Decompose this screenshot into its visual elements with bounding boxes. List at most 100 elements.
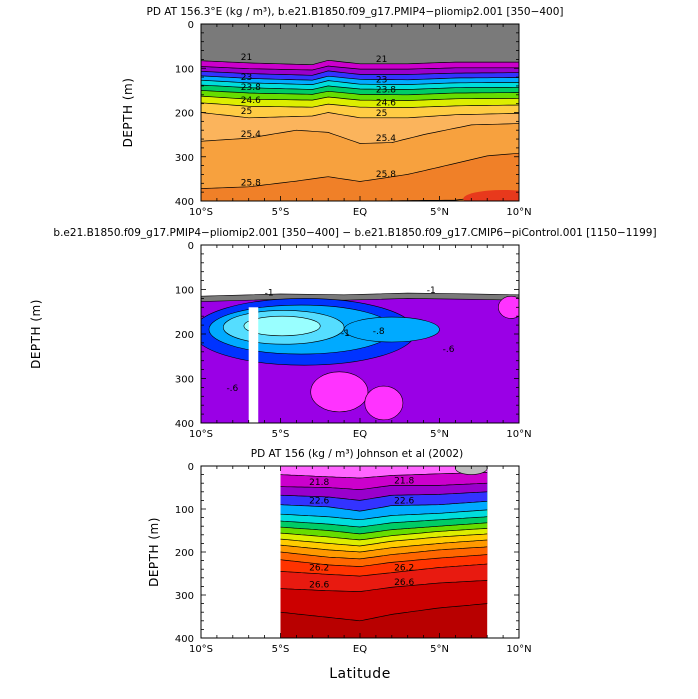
contour-label: -.6 bbox=[443, 345, 455, 355]
contour-line-22.2 bbox=[280, 491, 488, 501]
y-axis-label: DEPTH (m) bbox=[29, 299, 43, 369]
contour-label: 21.8 bbox=[394, 476, 414, 486]
chart-title: PD AT 156.3°E (kg / m³), b.e21.B1850.f09… bbox=[146, 6, 563, 18]
contour-label: 25.8 bbox=[376, 170, 396, 180]
positive-anomaly-patch bbox=[498, 295, 519, 319]
contour-max-patch bbox=[463, 189, 519, 201]
contour-label: 23.8 bbox=[376, 86, 396, 96]
x-tick-label: 5°S bbox=[272, 644, 290, 655]
contour-label: 21 bbox=[241, 53, 252, 63]
y-tick-label: 100 bbox=[175, 286, 194, 297]
chart-title: b.e21.B1850.f09_g17.PMIP4−pliomip2.001 [… bbox=[53, 227, 656, 239]
contour-line-22.2 bbox=[201, 70, 519, 76]
y-tick-label: 0 bbox=[188, 241, 194, 252]
x-tick-label: 5°S bbox=[272, 429, 290, 440]
contour-label: -1 bbox=[265, 289, 274, 299]
chart-panel-2: -1 -1 -1 -.8 -.6 -.6 10°S 5°S EQ 5°N 10°N 0 100 200 30… bbox=[29, 227, 657, 440]
x-axis-label: Latitude bbox=[329, 666, 391, 682]
x-tick-label: EQ bbox=[353, 207, 367, 218]
positive-anomaly-patch bbox=[364, 385, 404, 421]
y-tick-label: 300 bbox=[175, 153, 194, 164]
contour-line-24.2 bbox=[201, 95, 519, 101]
y-tick-label: 200 bbox=[175, 330, 194, 341]
y-axis-label: DEPTH (m) bbox=[121, 78, 135, 148]
surface-white bbox=[201, 245, 519, 297]
contour-line-25 bbox=[280, 539, 488, 553]
plot-area: -1 -1 -1 -.8 -.6 -.6 bbox=[201, 245, 519, 423]
x-tick-label: 10°S bbox=[189, 644, 213, 655]
y-tick-label: 200 bbox=[175, 548, 194, 559]
contour-label: 25 bbox=[376, 109, 387, 119]
contour-line-22.6 bbox=[280, 500, 488, 512]
contour-line-25.4 bbox=[201, 123, 519, 144]
contour-label: 26.2 bbox=[309, 564, 329, 574]
contour-label: -1 bbox=[427, 286, 436, 296]
x-tick-label: 10°N bbox=[506, 644, 531, 655]
y-tick-label: 300 bbox=[175, 375, 194, 386]
y-tick-label: 0 bbox=[188, 462, 194, 473]
contour-label: 22.6 bbox=[394, 497, 414, 507]
contour-line-25.4 bbox=[280, 546, 488, 560]
x-tick-label: 10°S bbox=[189, 429, 213, 440]
positive-anomaly-patch bbox=[310, 371, 369, 413]
contour-line-24.6 bbox=[201, 102, 519, 108]
x-tick-label: 5°N bbox=[430, 644, 449, 655]
contour-line-23.8 bbox=[280, 522, 488, 535]
contour-line-23.4 bbox=[201, 84, 519, 90]
contour-line-24.2 bbox=[280, 528, 488, 541]
y-tick-label: 400 bbox=[175, 634, 194, 645]
contour-line-25.8 bbox=[201, 152, 519, 189]
contour-line-21.8 bbox=[201, 65, 519, 71]
x-tick-label: 10°N bbox=[506, 207, 531, 218]
contour-line-21.8 bbox=[280, 482, 488, 490]
contour-label: 26.6 bbox=[309, 580, 329, 590]
chart-title: PD AT 156 (kg / m³) Johnson et al (2002) bbox=[251, 448, 463, 460]
x-tick-label: 5°N bbox=[430, 429, 449, 440]
contour-fill-21 bbox=[201, 24, 519, 65]
contour-line-27 bbox=[280, 603, 488, 622]
contour-label: 22.6 bbox=[309, 497, 329, 507]
contour-line-21 bbox=[201, 59, 519, 66]
contour-fill-21.4 bbox=[280, 466, 488, 478]
contour-line-26.2 bbox=[280, 563, 488, 577]
x-tick-label: 5°N bbox=[430, 207, 449, 218]
x-tick-label: 5°S bbox=[272, 207, 290, 218]
contour-line-23.4 bbox=[280, 516, 488, 528]
contour-line-23 bbox=[201, 79, 519, 85]
contour-label: -.6 bbox=[226, 384, 238, 394]
y-tick-label: 400 bbox=[175, 419, 194, 430]
contour-label: 25.8 bbox=[241, 178, 261, 188]
x-tick-label: EQ bbox=[353, 644, 367, 655]
contour-label: 25.4 bbox=[241, 130, 261, 140]
contour-line-24.6 bbox=[280, 533, 488, 547]
x-tick-label: EQ bbox=[353, 429, 367, 440]
masked-column bbox=[248, 307, 259, 423]
y-tick-label: 300 bbox=[175, 591, 194, 602]
chart-panel-3: 21.8 21.8 22.6 22.6 26.2 26.2 26.6 26.6 10°S 5°S E… bbox=[147, 448, 532, 682]
contour-label: 23 bbox=[376, 75, 387, 85]
contour-label: 24.6 bbox=[241, 96, 261, 106]
contour-label: -.8 bbox=[373, 327, 385, 337]
contour-label: -1 bbox=[341, 329, 350, 339]
anomaly-contour--1.2 bbox=[243, 315, 321, 337]
y-tick-label: 100 bbox=[175, 505, 194, 516]
anomaly-contour-secondary bbox=[343, 316, 440, 343]
contour-line-21.4 bbox=[280, 472, 488, 479]
contour-line-26.6 bbox=[280, 580, 488, 592]
contour-label: 26.6 bbox=[394, 578, 414, 588]
y-tick-label: 0 bbox=[188, 20, 194, 31]
plot-area: 21.8 21.8 22.6 22.6 26.2 26.2 26.6 26.6 bbox=[280, 466, 488, 638]
contour-line-25.8 bbox=[280, 554, 488, 567]
y-tick-label: 400 bbox=[175, 197, 194, 208]
contour-line-22.6 bbox=[201, 75, 519, 81]
x-tick-label: 10°S bbox=[189, 207, 213, 218]
contour-label: 23.8 bbox=[241, 83, 261, 93]
y-tick-label: 100 bbox=[175, 64, 194, 75]
contour-label: 21 bbox=[376, 55, 387, 65]
y-axis-label: DEPTH (m) bbox=[147, 517, 161, 587]
contour-line-23.8 bbox=[201, 90, 519, 96]
contour-label: 21.8 bbox=[309, 478, 329, 488]
